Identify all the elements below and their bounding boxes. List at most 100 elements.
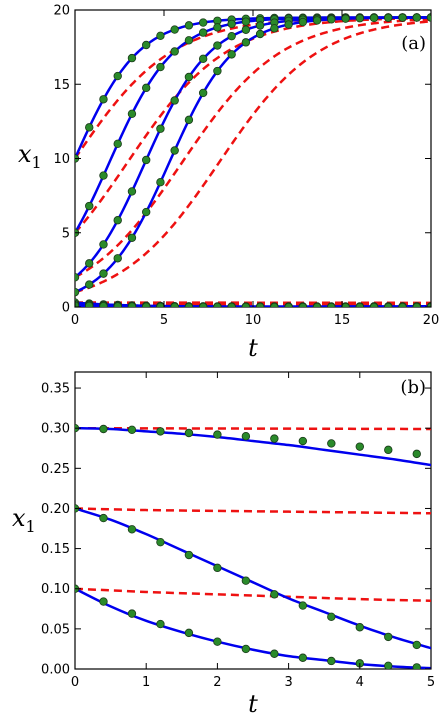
- panel-a-marker: [227, 50, 236, 59]
- panel-b-marker: [213, 637, 222, 646]
- panel-a-marker: [127, 233, 137, 242]
- panel-a-marker: [341, 14, 350, 23]
- panel-a-marker: [113, 254, 122, 263]
- panel-a-marker: [426, 13, 431, 22]
- panel-a-marker: [412, 13, 421, 22]
- panel-b-dashed-line-1: [75, 507, 431, 515]
- panel-a-decay-marker: [85, 301, 94, 307]
- panel-a-decay-marker: [298, 302, 308, 307]
- panel-b-solid-line-0: [75, 426, 431, 467]
- panel-a-decay-marker: [198, 302, 208, 307]
- panel-a-marker: [198, 54, 208, 64]
- panel-a-marker: [384, 13, 393, 22]
- panel-a-ylabel-sub: 1: [32, 153, 42, 172]
- panel-a-decay-marker: [75, 301, 80, 307]
- panel-b-marker: [241, 576, 251, 585]
- panel-a-marker: [213, 23, 222, 32]
- panel-a-decay-marker: [241, 302, 251, 307]
- panel-a-marker: [156, 177, 165, 187]
- panel-b-ylabel: x1: [12, 504, 36, 536]
- panel-b-marker: [327, 656, 336, 666]
- panel-a-marker: [127, 187, 137, 196]
- panel-a-marker: [141, 83, 151, 93]
- panel-b-marker: [127, 609, 137, 618]
- panel-a-marker: [198, 28, 208, 37]
- panel-b-ytick-label: 0.10: [41, 582, 70, 597]
- panel-b-ytick-label: 0.20: [41, 502, 70, 517]
- panel-b-marker: [327, 439, 336, 448]
- panel-b-ytick-label: 0.15: [41, 542, 70, 557]
- panel-a-decay-marker: [170, 302, 179, 307]
- panel-a-ylabel: x1: [18, 140, 42, 172]
- panel-b-xtick-label: 5: [427, 675, 435, 690]
- panel-b-marker: [99, 513, 108, 523]
- panel-b-marker: [156, 427, 165, 436]
- panel-a-marker: [156, 31, 165, 41]
- panel-a-decay-marker: [113, 302, 122, 307]
- panel-b-marker: [156, 537, 165, 547]
- panel-a-dashed-line-0: [75, 16, 431, 160]
- panel-b-marker: [184, 628, 194, 638]
- panel-b-marker: [412, 449, 421, 459]
- panel-a-marker: [241, 38, 251, 47]
- panel-a-marker: [141, 207, 151, 217]
- panel-a-marker: [198, 88, 208, 98]
- panel-a-marker: [113, 216, 122, 225]
- panel-a-marker: [398, 13, 407, 22]
- panel-a-marker: [213, 41, 222, 50]
- panel-a-marker: [284, 20, 293, 29]
- panel-b-marker: [184, 428, 194, 438]
- panel-b-label: (b): [400, 377, 426, 398]
- panel-a-decay-marker: [312, 302, 322, 307]
- panel-b-marker: [241, 644, 251, 654]
- panel-b-plot-area: [75, 423, 431, 669]
- panel-a-marker: [213, 66, 222, 76]
- panel-a-ytick-label: 20: [53, 4, 70, 19]
- panel-a-dashed-line-3: [75, 20, 431, 294]
- panel-a-marker: [141, 155, 151, 165]
- panel-a-marker: [127, 53, 137, 63]
- panel-b-xlabel: t: [248, 690, 258, 718]
- panel-a-decay-marker: [142, 302, 151, 307]
- panel-b-ytick-label: 0.30: [41, 422, 70, 437]
- panel-b-xtick-label: 1: [142, 675, 150, 690]
- panel-a-marker: [75, 287, 80, 297]
- panel-a-marker: [298, 17, 308, 27]
- panel-a-marker: [355, 14, 364, 23]
- panel-a-marker: [255, 29, 265, 39]
- panel-a-decay-marker: [99, 301, 108, 307]
- panel-b-ytick-label: 0.00: [41, 663, 70, 678]
- panel-a-plot-area: [75, 13, 431, 307]
- panel-b-xtick-label: 4: [356, 675, 364, 690]
- panel-b-marker: [298, 601, 308, 610]
- panel-b-marker: [412, 640, 421, 650]
- panel-a-xtick-label: 15: [334, 313, 351, 328]
- panel-a-marker: [99, 171, 108, 180]
- panel-b-marker: [355, 442, 364, 451]
- panel-b-marker: [156, 619, 165, 629]
- panel-b-series: [75, 423, 431, 669]
- panel-a-marker: [75, 273, 80, 282]
- panel-a-marker: [369, 13, 379, 23]
- panel-a-marker: [241, 17, 251, 26]
- panel-b-frame: [74, 371, 432, 670]
- panel-a-decay-marker: [127, 302, 137, 307]
- panel-a-marker: [141, 40, 151, 50]
- panel-a-marker: [99, 269, 108, 278]
- panel-b-solid-line-2: [75, 587, 431, 669]
- panel-a-marker: [156, 62, 165, 72]
- panel-a-marker: [198, 18, 208, 27]
- panel-a-decay-marker: [227, 302, 236, 307]
- panel-a-marker: [170, 96, 179, 105]
- panel-a-marker: [99, 240, 108, 249]
- panel-a-decay-marker: [255, 302, 265, 307]
- panel-a-marker: [85, 201, 94, 211]
- panel-a-xtick-label: 20: [423, 313, 440, 328]
- panel-b-ytick-label: 0.05: [41, 622, 70, 637]
- panel-a-marker: [170, 25, 179, 34]
- panel-b-marker: [270, 649, 279, 658]
- panel-b-marker: [412, 663, 421, 669]
- panel-b-ytick-label: 0.35: [41, 382, 70, 397]
- panel-a-marker: [99, 95, 108, 104]
